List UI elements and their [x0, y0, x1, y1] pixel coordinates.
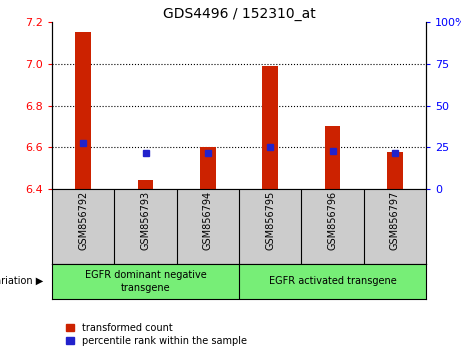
Text: genotype/variation ▶: genotype/variation ▶ [0, 276, 43, 286]
Bar [76, 33, 91, 189]
Text: GSM856792: GSM856792 [78, 191, 88, 251]
Text: EGFR activated transgene: EGFR activated transgene [269, 276, 396, 286]
Text: GSM856793: GSM856793 [141, 191, 150, 250]
Title: GDS4496 / 152310_at: GDS4496 / 152310_at [163, 7, 315, 21]
Bar [325, 126, 340, 189]
Bar [138, 179, 154, 189]
Legend: transformed count, percentile rank within the sample: transformed count, percentile rank withi… [66, 323, 247, 346]
Bar [200, 147, 216, 189]
Text: GSM856795: GSM856795 [265, 191, 275, 251]
Text: GSM856797: GSM856797 [390, 191, 400, 251]
Bar [387, 152, 402, 189]
Bar [262, 66, 278, 189]
Text: GSM856796: GSM856796 [327, 191, 337, 250]
Text: EGFR dominant negative
transgene: EGFR dominant negative transgene [85, 270, 207, 293]
Text: GSM856794: GSM856794 [203, 191, 213, 250]
